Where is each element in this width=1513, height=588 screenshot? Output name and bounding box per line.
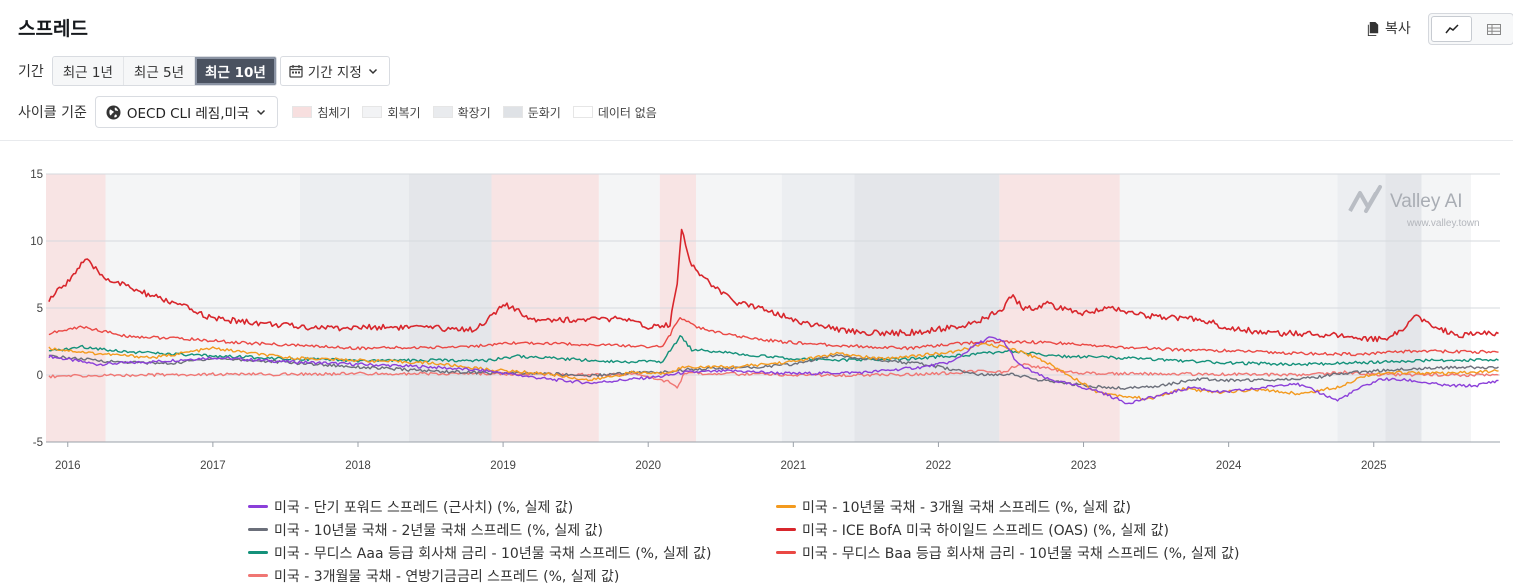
copy-icon xyxy=(1367,21,1379,36)
legend-line xyxy=(248,505,268,508)
x-tick-label: 2016 xyxy=(55,460,81,472)
series-lines xyxy=(48,228,1499,405)
legend-label: 미국 - 무디스 Baa 등급 회사채 금리 - 10년물 국채 스프레드 (%… xyxy=(802,545,1240,562)
period-option-5y[interactable]: 최근 5년 xyxy=(123,57,196,85)
legend-item[interactable]: 미국 - 무디스 Baa 등급 회사채 금리 - 10년물 국채 스프레드 (%… xyxy=(776,543,1316,562)
view-toggle xyxy=(1428,13,1513,45)
cycle-swatch xyxy=(292,106,313,118)
cycle-swatch xyxy=(432,106,453,118)
y-tick-label: 15 xyxy=(30,169,43,181)
x-tick-label: 2019 xyxy=(490,460,516,472)
valley-logo-icon xyxy=(1348,185,1382,213)
y-tick-label: -5 xyxy=(33,437,43,449)
divider xyxy=(0,140,1513,141)
period-options: 최근 1년 최근 5년 최근 10년 xyxy=(51,56,277,86)
watermark-url: www.valley.town xyxy=(1406,218,1480,229)
legend-label: 미국 - 3개월물 국채 - 연방기금금리 스프레드 (%, 실제 값) xyxy=(274,568,620,585)
copy-button[interactable]: 복사 xyxy=(1366,18,1411,38)
x-tick-label: 2017 xyxy=(200,460,226,472)
x-tick-label: 2021 xyxy=(781,460,807,472)
chevron-down-icon xyxy=(257,109,266,116)
line-chart-icon xyxy=(1444,24,1459,34)
legend-line xyxy=(776,505,796,508)
page-title: 스프레드 xyxy=(18,18,88,40)
x-tick-label: 2025 xyxy=(1361,460,1387,472)
legend-item[interactable]: 미국 - 무디스 Aaa 등급 회사채 금리 - 10년물 국채 스프레드 (%… xyxy=(248,543,776,562)
series-line xyxy=(48,317,1499,357)
period-option-1y[interactable]: 최근 1년 xyxy=(52,57,124,85)
legend-label: 미국 - 단기 포워드 스프레드 (근사치) (%, 실제 값) xyxy=(274,499,574,516)
series-line xyxy=(48,354,1499,390)
line-chart-view-button[interactable] xyxy=(1431,16,1472,42)
cycle-legend-label: 침체기 xyxy=(317,105,351,120)
watermark-brand: Valley AI xyxy=(1390,191,1463,212)
legend-label: 미국 - ICE BofA 미국 하이일드 스프레드 (OAS) (%, 실제 … xyxy=(802,522,1170,539)
globe-icon xyxy=(106,105,121,119)
legend-label: 미국 - 무디스 Aaa 등급 회사채 금리 - 10년물 국채 스프레드 (%… xyxy=(274,545,712,562)
x-tick-label: 2024 xyxy=(1216,460,1242,472)
series-line xyxy=(48,228,1499,343)
legend-item[interactable]: 미국 - 10년물 국채 - 3개월 국채 스프레드 (%, 실제 값) xyxy=(776,497,1316,516)
legend-line xyxy=(248,551,268,554)
legend-item[interactable]: 미국 - ICE BofA 미국 하이일드 스프레드 (OAS) (%, 실제 … xyxy=(776,520,1316,539)
custom-period-button[interactable]: 기간 지정 xyxy=(279,56,390,86)
table-icon xyxy=(1486,23,1501,35)
watermark: Valley AI www.valley.town xyxy=(1348,185,1480,229)
period-selector: 기간 최근 1년 최근 5년 최근 10년 기간 지정 xyxy=(18,56,390,86)
period-label: 기간 xyxy=(18,64,44,80)
legend-label: 미국 - 10년물 국채 - 2년물 국채 스프레드 (%, 실제 값) xyxy=(274,522,603,539)
series-line xyxy=(48,335,1499,367)
cycle-legend-label: 데이터 없음 xyxy=(597,105,657,120)
table-view-button[interactable] xyxy=(1474,14,1513,44)
cycle-label: 사이클 기준 xyxy=(18,105,87,121)
legend-line xyxy=(248,528,268,531)
copy-label: 복사 xyxy=(1385,21,1411,37)
cycle-legend-no-data: 데이터 없음 xyxy=(572,104,657,121)
x-tick-label: 2018 xyxy=(345,460,371,472)
cycle-swatch xyxy=(362,106,383,118)
cycle-legend-recession: 침체기 xyxy=(292,104,350,121)
series-line xyxy=(48,342,1499,401)
cycle-selected-value: OECD CLI 레짐,미국 xyxy=(126,106,250,122)
legend-label: 미국 - 10년물 국채 - 3개월 국채 스프레드 (%, 실제 값) xyxy=(802,499,1131,516)
y-tick-label: 10 xyxy=(30,236,43,248)
cycle-legend-slowdown: 둔화기 xyxy=(502,104,561,121)
cycle-legend: 침체기 회복기 확장기 둔화기 데이터 없음 xyxy=(292,104,657,121)
cycle-swatch xyxy=(502,106,523,118)
legend-item[interactable]: 미국 - 3개월물 국채 - 연방기금금리 스프레드 (%, 실제 값) xyxy=(248,566,776,585)
cycle-legend-expansion: 확장기 xyxy=(432,104,491,121)
chevron-down-icon xyxy=(368,68,377,75)
cycle-legend-label: 회복기 xyxy=(387,105,421,120)
period-option-10y[interactable]: 최근 10년 xyxy=(195,57,276,85)
x-tick-label: 2023 xyxy=(1071,460,1097,472)
legend-item[interactable]: 미국 - 단기 포워드 스프레드 (근사치) (%, 실제 값) xyxy=(248,497,776,516)
series-line xyxy=(48,336,1499,405)
cycle-legend-label: 둔화기 xyxy=(527,105,561,120)
y-tick-label: 5 xyxy=(37,303,43,315)
axes: -5 0 5 10 15 2016 2017 2018 2019 2020 2021 2022 2023… xyxy=(30,169,1500,472)
legend-line xyxy=(776,528,796,531)
custom-period-label: 기간 지정 xyxy=(307,65,362,81)
spread-chart: Valley AI www.valley.town -5 0 5 10 15 2016 20… xyxy=(30,169,1500,472)
cycle-legend-recovery: 회복기 xyxy=(362,104,421,121)
cycle-legend-label: 확장기 xyxy=(457,105,491,120)
calendar-icon xyxy=(289,65,303,78)
y-tick-label: 0 xyxy=(37,370,43,382)
legend-item[interactable]: 미국 - 10년물 국채 - 2년물 국채 스프레드 (%, 실제 값) xyxy=(248,520,776,539)
x-tick-label: 2022 xyxy=(926,460,952,472)
x-tick-label: 2020 xyxy=(635,460,661,472)
legend-line xyxy=(248,574,268,577)
chart-legend: 미국 - 단기 포워드 스프레드 (근사치) (%, 실제 값) 미국 - 10… xyxy=(248,497,1348,585)
legend-line xyxy=(776,551,796,554)
cycle-selector: 사이클 기준 OECD CLI 레짐,미국 침체기 회복기 확장기 둔화기 데이… xyxy=(18,96,657,128)
cycle-dropdown[interactable]: OECD CLI 레짐,미국 xyxy=(94,96,279,128)
cycle-swatch xyxy=(572,106,593,118)
